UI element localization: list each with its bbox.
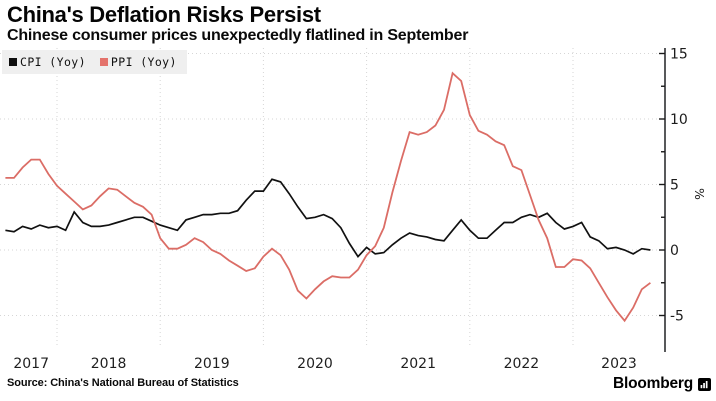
svg-text:-5: -5 <box>670 309 684 325</box>
bloomberg-wordmark: Bloomberg <box>612 375 693 392</box>
page-subtitle: Chinese consumer prices unexpectedly fla… <box>7 27 469 44</box>
legend: CPI (Yoy) PPI (Yoy) <box>2 50 187 74</box>
year-label: 2020 <box>297 356 333 372</box>
year-label: 2017 <box>13 356 50 372</box>
ppi-line <box>5 71 651 323</box>
svg-text:5: 5 <box>670 178 679 194</box>
svg-text:0: 0 <box>670 243 679 259</box>
page-title: China's Deflation Risks Persist <box>7 2 321 27</box>
bloomberg-icon <box>698 377 711 391</box>
legend-label-ppi: PPI (Yoy) <box>110 55 177 69</box>
gridlines <box>0 48 665 347</box>
x-axis-labels: 2017 2018 2019 2020 2021 2022 2023 <box>0 356 716 374</box>
y-axis-unit: % <box>692 188 707 200</box>
cpi-swatch-icon <box>9 58 17 66</box>
source-note: Source: China's National Bureau of Stati… <box>7 377 239 389</box>
y-tick-labels: 15 10 5 0 -5 <box>670 48 688 325</box>
legend-item-cpi: CPI (Yoy) <box>9 55 86 69</box>
svg-text:15: 15 <box>670 48 688 63</box>
plot-area: 15 10 5 0 -5 <box>0 48 688 352</box>
year-label: 2019 <box>193 356 230 372</box>
legend-item-ppi: PPI (Yoy) <box>99 55 177 69</box>
ppi-swatch-icon <box>99 58 108 66</box>
year-label: 2021 <box>400 356 437 372</box>
y-axis-ticks <box>659 52 665 317</box>
year-label: 2023 <box>601 356 637 372</box>
brand: Bloomberg <box>613 375 711 393</box>
year-label: 2018 <box>90 356 127 372</box>
cpi-line <box>5 178 651 258</box>
svg-text:10: 10 <box>670 112 688 128</box>
legend-label-cpi: CPI (Yoy) <box>20 55 86 69</box>
year-label: 2022 <box>503 356 540 372</box>
